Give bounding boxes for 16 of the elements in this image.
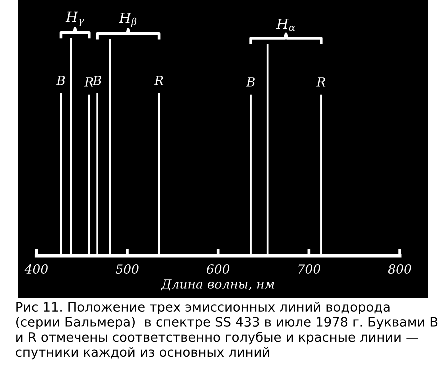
- annotation: R: [316, 78, 326, 87]
- x-tick-label: 700: [298, 264, 320, 274]
- annotation: R: [154, 76, 164, 86]
- series-label: H$_{β}$: [119, 12, 137, 28]
- annotation: R: [84, 78, 94, 87]
- annotation: B: [246, 78, 255, 87]
- x-tick-label: 600: [207, 264, 230, 274]
- series-label: H$_{γ}$: [66, 12, 84, 26]
- text: Рис 11. Положение трех эмиссионных линий водорода (серии Бальмера) в спектре SS 433 в июле 1978 г. Буквами B и R отмечены соответственно голубые и красные линии — спутники каждой из основных линий: [16, 302, 438, 360]
- series-label: H$_{α}$: [276, 18, 296, 32]
- x-tick-label: 800: [388, 264, 412, 274]
- x-tick-label: 500: [116, 264, 139, 274]
- x-axis-title: Длина волны, нм: [161, 280, 274, 291]
- annotation: B: [56, 76, 66, 86]
- x-tick-label: 400: [24, 264, 48, 274]
- annotation: B: [92, 76, 102, 86]
